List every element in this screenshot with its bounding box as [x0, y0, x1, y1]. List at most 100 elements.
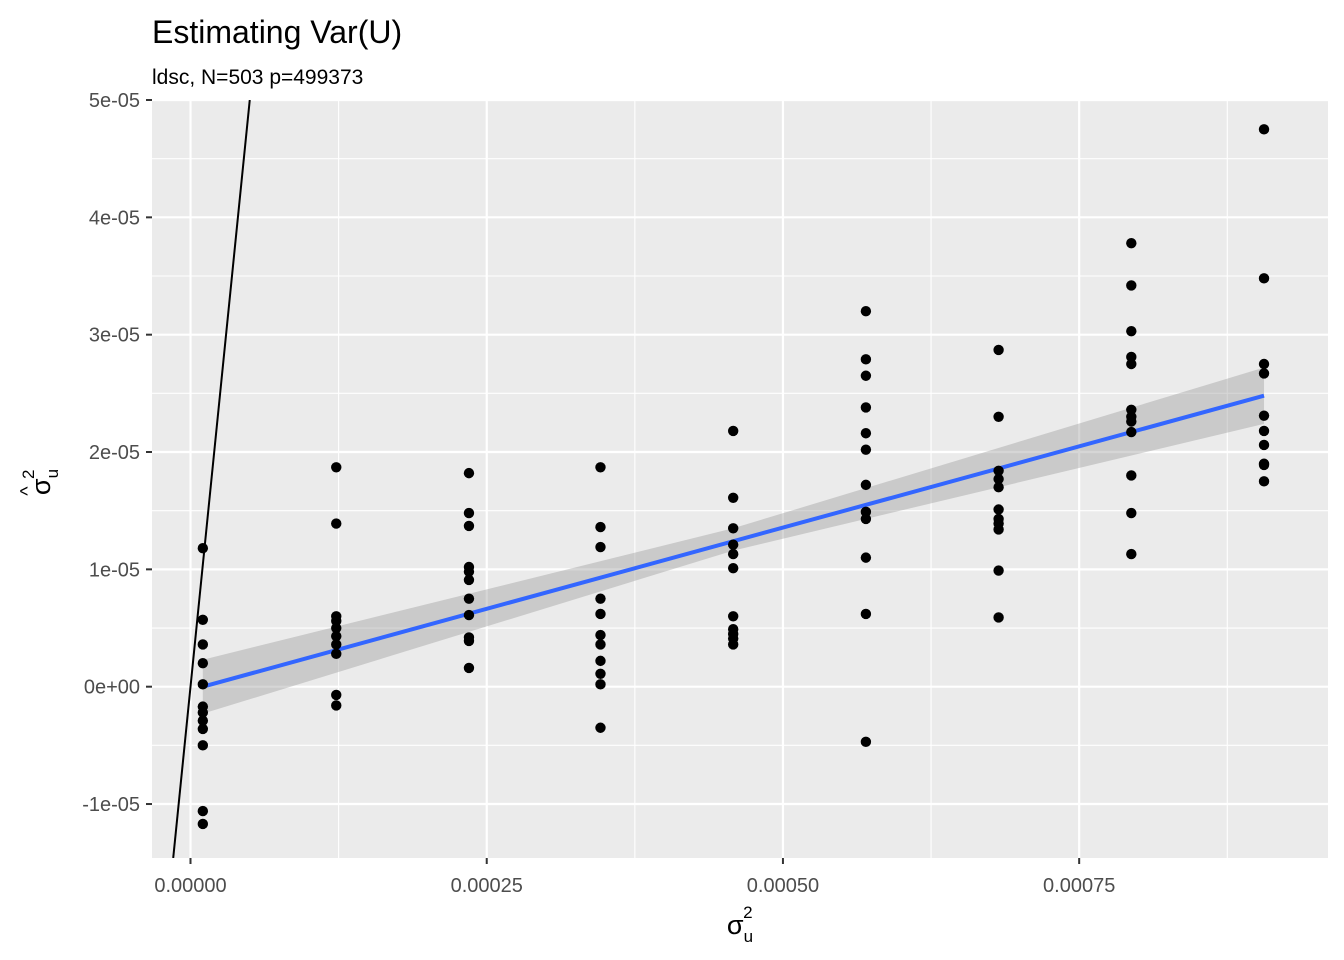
y-axis-label-text: σu2 — [19, 469, 62, 495]
data-point — [1126, 237, 1137, 249]
data-point — [197, 658, 209, 669]
data-point — [331, 639, 342, 650]
data-point — [463, 507, 475, 519]
data-point — [463, 467, 475, 479]
data-point — [993, 504, 1004, 515]
data-point — [595, 462, 606, 473]
data-point — [1126, 507, 1137, 519]
data-point — [727, 425, 739, 437]
data-point — [595, 679, 606, 690]
data-point — [197, 715, 209, 726]
y-tick-label: 2e-05 — [89, 442, 140, 464]
data-point — [860, 444, 872, 455]
data-point — [1258, 476, 1270, 487]
data-point — [993, 411, 1004, 423]
data-point — [463, 662, 475, 674]
data-point — [197, 740, 209, 751]
data-point — [860, 513, 872, 525]
data-point — [993, 473, 1004, 485]
y-tick-label: 5e-05 — [89, 90, 140, 112]
data-point — [993, 524, 1004, 535]
data-point — [595, 608, 606, 620]
data-point — [860, 370, 872, 381]
data-point — [1258, 368, 1270, 379]
data-point — [993, 482, 1004, 493]
data-point — [1126, 280, 1137, 291]
data-point — [727, 539, 739, 550]
data-point — [727, 492, 739, 503]
y-tick-label: 3e-05 — [89, 325, 140, 347]
data-point — [463, 574, 475, 586]
data-point — [1126, 470, 1137, 481]
data-point — [727, 639, 739, 650]
data-point — [1126, 325, 1137, 337]
data-point — [993, 612, 1004, 623]
data-point — [331, 622, 342, 634]
data-point — [331, 518, 342, 529]
data-point — [331, 631, 342, 642]
data-point — [860, 402, 872, 413]
data-point — [197, 818, 209, 830]
data-point — [727, 562, 739, 574]
data-point — [331, 700, 342, 711]
data-point — [197, 707, 209, 718]
x-tick-label: 0.00075 — [1043, 875, 1115, 897]
data-point — [1258, 124, 1270, 135]
y-tick-label: -1e-05 — [82, 794, 140, 816]
data-point — [197, 614, 209, 626]
data-point — [331, 462, 342, 473]
data-point — [463, 609, 475, 621]
y-axis-label-hat: ^ — [17, 486, 39, 496]
identity-line — [172, 100, 251, 858]
data-point — [595, 593, 606, 604]
data-point — [1258, 358, 1270, 370]
y-tick-label: 1e-05 — [89, 559, 140, 581]
data-point — [1258, 410, 1270, 421]
data-point — [1258, 425, 1270, 437]
data-point — [1258, 273, 1270, 284]
y-axis-label: σu2^ — [17, 469, 62, 496]
data-point — [993, 565, 1004, 576]
data-point — [860, 428, 872, 439]
data-point — [727, 548, 739, 560]
x-tick-label: 0.00050 — [747, 875, 819, 897]
data-point — [1126, 358, 1137, 370]
data-point — [331, 648, 342, 660]
data-point — [727, 611, 739, 622]
data-point — [993, 344, 1004, 356]
y-tick-label: 0e+00 — [84, 677, 140, 699]
data-point — [197, 805, 209, 817]
data-point — [595, 668, 606, 679]
data-point — [197, 543, 209, 554]
data-point — [463, 520, 475, 532]
data-point — [1126, 416, 1137, 427]
data-point — [860, 354, 872, 365]
x-axis-label: σu2 — [727, 903, 753, 946]
data-point — [463, 635, 475, 647]
data-point — [860, 306, 872, 317]
data-point — [595, 521, 606, 533]
data-point — [860, 479, 872, 491]
data-point — [197, 679, 209, 690]
data-point — [595, 722, 606, 733]
data-point — [331, 689, 342, 701]
data-point — [860, 552, 872, 563]
data-point — [860, 608, 872, 620]
data-point — [595, 655, 606, 667]
chart-subtitle: ldsc, N=503 p=499373 — [152, 66, 364, 89]
data-point — [1126, 426, 1137, 438]
data-point — [860, 736, 872, 748]
data-point — [463, 593, 475, 604]
plot-panel — [152, 100, 1328, 858]
data-point — [1126, 548, 1137, 560]
x-tick-label: 0.00000 — [154, 875, 226, 897]
x-tick-label: 0.00025 — [451, 875, 523, 897]
data-point — [197, 723, 209, 735]
data-point — [595, 639, 606, 650]
data-point — [595, 629, 606, 641]
y-tick-label: 4e-05 — [89, 207, 140, 229]
data-point — [1258, 459, 1270, 471]
data-point — [197, 639, 209, 650]
data-point — [727, 523, 739, 534]
